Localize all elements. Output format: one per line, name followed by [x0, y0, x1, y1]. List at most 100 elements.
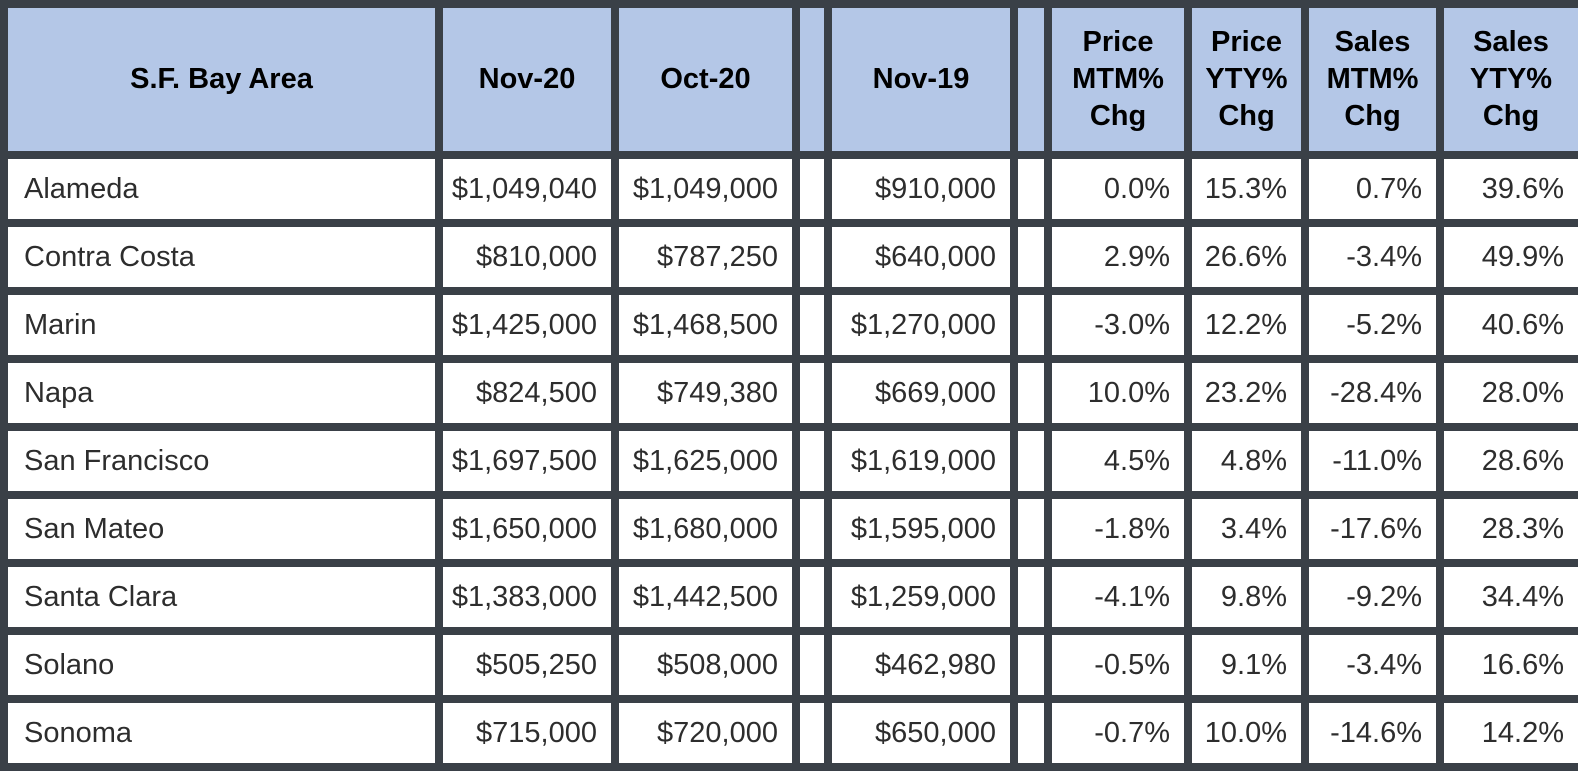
cell-sales-yty: 28.6% — [1436, 423, 1578, 499]
cell-price-mtm: 2.9% — [1044, 219, 1192, 295]
cell-sales-yty: 40.6% — [1436, 287, 1578, 363]
col-header-nov-20: Nov-20 — [435, 0, 619, 159]
cell-oct20: $787,250 — [611, 219, 800, 295]
cell-sales-mtm: -3.4% — [1301, 627, 1444, 703]
cell-nov20: $1,650,000 — [435, 491, 619, 567]
col-header-sf-bay-area: S.F. Bay Area — [0, 0, 443, 159]
row-santa-clara: Santa Clara $1,383,000 $1,442,500 $1,259… — [0, 559, 1578, 635]
row-contra-costa: Contra Costa $810,000 $787,250 $640,000 … — [0, 219, 1578, 295]
cell-spacer — [1010, 491, 1052, 567]
cell-price-mtm: 10.0% — [1044, 355, 1192, 431]
col-header-oct-20: Oct-20 — [611, 0, 800, 159]
cell-sales-yty: 28.3% — [1436, 491, 1578, 567]
cell-spacer — [1010, 287, 1052, 363]
cell-oct20: $1,468,500 — [611, 287, 800, 363]
cell-price-yty: 4.8% — [1184, 423, 1309, 499]
cell-nov19: $1,595,000 — [824, 491, 1018, 567]
row-alameda: Alameda $1,049,040 $1,049,000 $910,000 0… — [0, 151, 1578, 227]
cell-nov20: $505,250 — [435, 627, 619, 703]
cell-spacer — [1010, 151, 1052, 227]
cell-area: San Francisco — [0, 423, 443, 499]
cell-oct20: $720,000 — [611, 695, 800, 771]
cell-area: Contra Costa — [0, 219, 443, 295]
cell-nov19: $1,619,000 — [824, 423, 1018, 499]
cell-sales-mtm: -9.2% — [1301, 559, 1444, 635]
cell-nov20: $1,049,040 — [435, 151, 619, 227]
cell-price-mtm: -1.8% — [1044, 491, 1192, 567]
cell-sales-mtm: -17.6% — [1301, 491, 1444, 567]
table-body: Alameda $1,049,040 $1,049,000 $910,000 0… — [0, 151, 1578, 771]
col-header-price-yty-chg: Price YTY% Chg — [1184, 0, 1309, 159]
cell-oct20: $1,625,000 — [611, 423, 800, 499]
cell-oct20: $1,442,500 — [611, 559, 800, 635]
col-header-spacer-2 — [1010, 0, 1052, 159]
header-row: S.F. Bay Area Nov-20 Oct-20 Nov-19 Price… — [0, 0, 1578, 159]
cell-nov19: $640,000 — [824, 219, 1018, 295]
cell-nov20: $824,500 — [435, 355, 619, 431]
cell-spacer — [1010, 559, 1052, 635]
cell-spacer — [1010, 355, 1052, 431]
cell-sales-mtm: 0.7% — [1301, 151, 1444, 227]
col-header-sales-mtm-chg: Sales MTM% Chg — [1301, 0, 1444, 159]
cell-nov19: $910,000 — [824, 151, 1018, 227]
cell-area: Solano — [0, 627, 443, 703]
cell-nov19: $462,980 — [824, 627, 1018, 703]
cell-spacer — [792, 491, 832, 567]
row-san-francisco: San Francisco $1,697,500 $1,625,000 $1,6… — [0, 423, 1578, 499]
cell-oct20: $1,049,000 — [611, 151, 800, 227]
cell-price-yty: 23.2% — [1184, 355, 1309, 431]
cell-spacer — [792, 219, 832, 295]
cell-nov19: $650,000 — [824, 695, 1018, 771]
cell-nov20: $810,000 — [435, 219, 619, 295]
cell-sales-yty: 34.4% — [1436, 559, 1578, 635]
row-sonoma: Sonoma $715,000 $720,000 $650,000 -0.7% … — [0, 695, 1578, 771]
cell-nov19: $1,270,000 — [824, 287, 1018, 363]
cell-nov20: $1,697,500 — [435, 423, 619, 499]
cell-oct20: $1,680,000 — [611, 491, 800, 567]
cell-nov19: $1,259,000 — [824, 559, 1018, 635]
cell-sales-mtm: -11.0% — [1301, 423, 1444, 499]
cell-sales-yty: 39.6% — [1436, 151, 1578, 227]
cell-price-yty: 9.8% — [1184, 559, 1309, 635]
cell-sales-mtm: -5.2% — [1301, 287, 1444, 363]
cell-oct20: $749,380 — [611, 355, 800, 431]
cell-sales-yty: 49.9% — [1436, 219, 1578, 295]
cell-price-yty: 9.1% — [1184, 627, 1309, 703]
cell-sales-mtm: -3.4% — [1301, 219, 1444, 295]
cell-sales-yty: 28.0% — [1436, 355, 1578, 431]
row-san-mateo: San Mateo $1,650,000 $1,680,000 $1,595,0… — [0, 491, 1578, 567]
cell-sales-yty: 16.6% — [1436, 627, 1578, 703]
cell-area: Napa — [0, 355, 443, 431]
col-header-nov-19: Nov-19 — [824, 0, 1018, 159]
cell-nov20: $715,000 — [435, 695, 619, 771]
col-header-price-mtm-chg: Price MTM% Chg — [1044, 0, 1192, 159]
cell-price-mtm: -0.7% — [1044, 695, 1192, 771]
row-marin: Marin $1,425,000 $1,468,500 $1,270,000 -… — [0, 287, 1578, 363]
col-header-spacer-1 — [792, 0, 832, 159]
col-header-sales-yty-chg: Sales YTY% Chg — [1436, 0, 1578, 159]
cell-area: Alameda — [0, 151, 443, 227]
cell-price-mtm: -4.1% — [1044, 559, 1192, 635]
cell-price-mtm: 4.5% — [1044, 423, 1192, 499]
cell-area: Marin — [0, 287, 443, 363]
cell-spacer — [1010, 219, 1052, 295]
cell-spacer — [792, 423, 832, 499]
cell-spacer — [1010, 695, 1052, 771]
row-solano: Solano $505,250 $508,000 $462,980 -0.5% … — [0, 627, 1578, 703]
cell-spacer — [792, 151, 832, 227]
cell-price-yty: 12.2% — [1184, 287, 1309, 363]
cell-price-yty: 15.3% — [1184, 151, 1309, 227]
cell-spacer — [1010, 423, 1052, 499]
cell-spacer — [792, 287, 832, 363]
cell-price-mtm: -0.5% — [1044, 627, 1192, 703]
cell-spacer — [792, 627, 832, 703]
cell-spacer — [1010, 627, 1052, 703]
cell-price-yty: 10.0% — [1184, 695, 1309, 771]
cell-nov20: $1,383,000 — [435, 559, 619, 635]
cell-oct20: $508,000 — [611, 627, 800, 703]
cell-spacer — [792, 559, 832, 635]
cell-price-yty: 3.4% — [1184, 491, 1309, 567]
cell-sales-mtm: -28.4% — [1301, 355, 1444, 431]
